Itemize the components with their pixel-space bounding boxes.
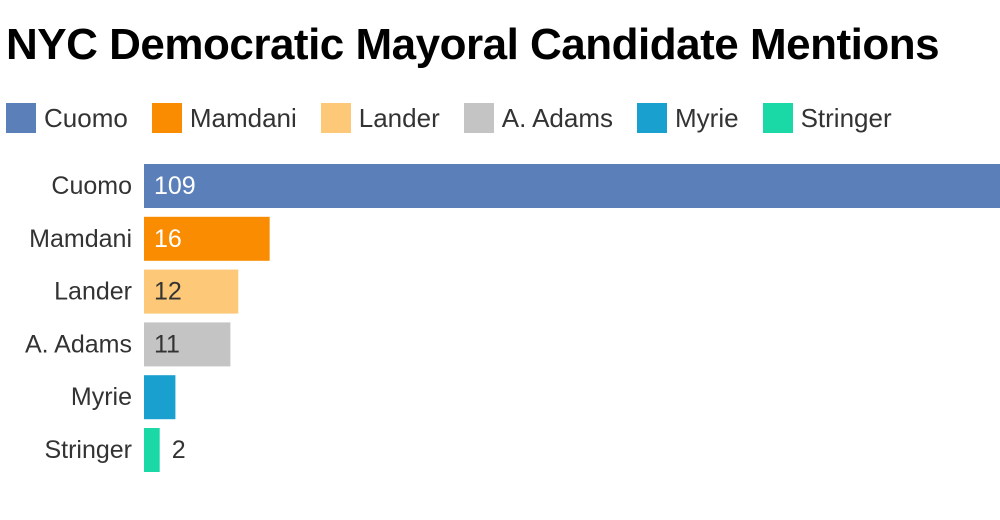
bar-lander xyxy=(144,269,239,314)
legend-swatch xyxy=(463,103,494,133)
legend-swatch xyxy=(151,103,182,133)
legend-label: Lander xyxy=(358,102,440,133)
legend-swatch xyxy=(6,103,36,133)
category-label: Myrie xyxy=(71,383,132,411)
category-label: Lander xyxy=(54,278,132,306)
legend-swatch xyxy=(320,103,351,133)
legend-item: Myrie xyxy=(637,103,739,134)
bar-mamdani xyxy=(144,216,270,261)
legend-item: Stringer xyxy=(762,102,892,134)
bar-chart: Cuomo 109 Mamdani 16 Lander 12 A. Adams 11 Myrie… xyxy=(25,164,1000,472)
legend-label: Myrie xyxy=(675,102,739,133)
legend-label: Stringer xyxy=(800,102,892,133)
legend-label: Cuomo xyxy=(44,102,128,133)
value-label: 12 xyxy=(154,278,182,306)
bar-myrie xyxy=(144,375,176,420)
legend: Cuomo Mamdani Lander A. Adams Myrie Stringer xyxy=(6,102,916,134)
bar-a-adams xyxy=(144,322,231,367)
category-label: A. Adams xyxy=(25,330,132,358)
value-label: 4 xyxy=(187,383,201,411)
bar-stringer xyxy=(144,428,160,472)
value-label: 11 xyxy=(154,330,180,358)
legend-item: Lander xyxy=(320,102,440,134)
legend-swatch xyxy=(762,103,793,133)
chart-title: NYC Democratic Mayoral Candidate Mention… xyxy=(6,20,940,69)
category-label: Cuomo xyxy=(51,172,132,200)
category-label: Stringer xyxy=(44,436,132,464)
legend-item: Mamdani xyxy=(151,102,297,134)
category-label: Mamdani xyxy=(29,225,132,253)
legend-item: Cuomo xyxy=(6,103,128,134)
value-label: 109 xyxy=(154,172,196,200)
value-label: 2 xyxy=(172,436,186,464)
value-label: 16 xyxy=(154,225,182,253)
legend-label: Mamdani xyxy=(189,102,297,133)
legend-item: A. Adams xyxy=(463,102,614,134)
bar-cuomo xyxy=(144,164,1000,208)
legend-swatch xyxy=(637,103,668,133)
legend-label: A. Adams xyxy=(501,102,614,133)
